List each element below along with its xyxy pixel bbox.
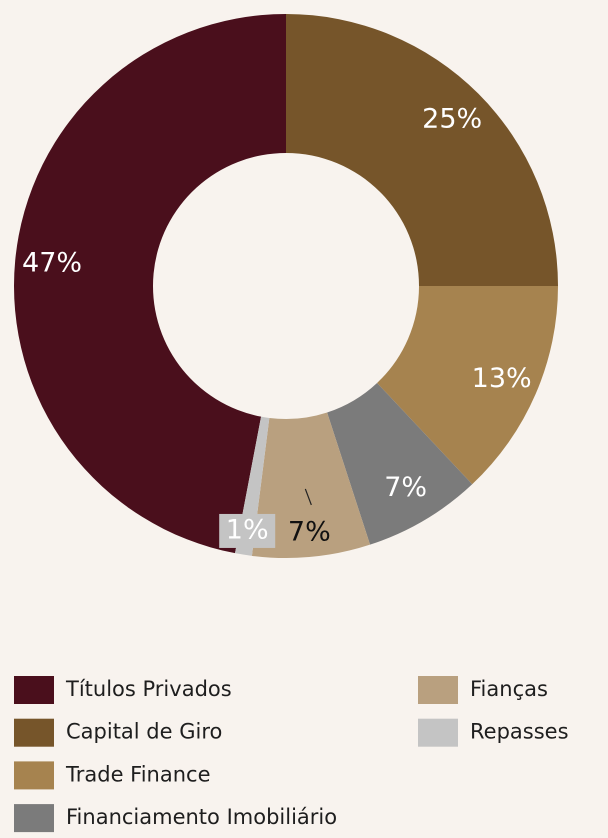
leader-line: [304, 488, 312, 506]
data-label: 7%: [288, 516, 331, 547]
legend-swatch: [418, 676, 458, 704]
legend-swatch: [14, 676, 54, 704]
legend-label: Repasses: [470, 720, 569, 744]
donut-slice: [251, 412, 371, 558]
data-label: 25%: [422, 103, 482, 134]
legend-swatch: [14, 761, 54, 790]
legend-label: Títulos Privados: [65, 677, 232, 701]
donut-slice: [286, 14, 558, 286]
legend-label: Trade Finance: [65, 762, 211, 786]
legend-label: Fianças: [470, 677, 548, 701]
data-label: 7%: [384, 472, 427, 503]
legend-swatch: [14, 804, 54, 833]
data-label: 47%: [22, 247, 82, 278]
legend-label: Capital de Giro: [66, 720, 222, 744]
donut-slice: [13, 14, 287, 554]
legend-label: Financiamento Imobiliário: [66, 805, 337, 829]
legend-swatch: [418, 718, 458, 747]
data-label: 13%: [472, 363, 532, 394]
legend-swatch: [14, 718, 54, 747]
donut-slice: [327, 382, 473, 545]
label-box: [219, 513, 276, 548]
donut-slice: [377, 286, 558, 485]
data-label: 1%: [226, 514, 269, 545]
